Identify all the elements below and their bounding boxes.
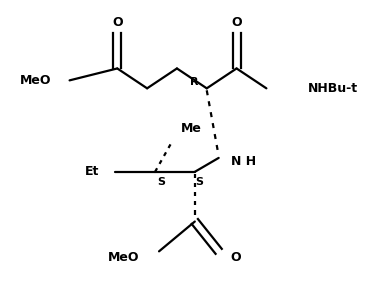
Text: Me: Me [181,122,202,135]
Text: R: R [190,77,199,87]
Text: MeO: MeO [108,251,139,264]
Text: O: O [231,16,242,29]
Text: N H: N H [231,155,256,168]
Text: MeO: MeO [20,74,52,87]
Text: NHBu-t: NHBu-t [308,82,358,95]
Text: S: S [157,177,165,187]
Text: O: O [231,251,241,264]
Text: O: O [112,16,122,29]
Text: S: S [195,177,203,187]
Text: Et: Et [85,165,99,178]
